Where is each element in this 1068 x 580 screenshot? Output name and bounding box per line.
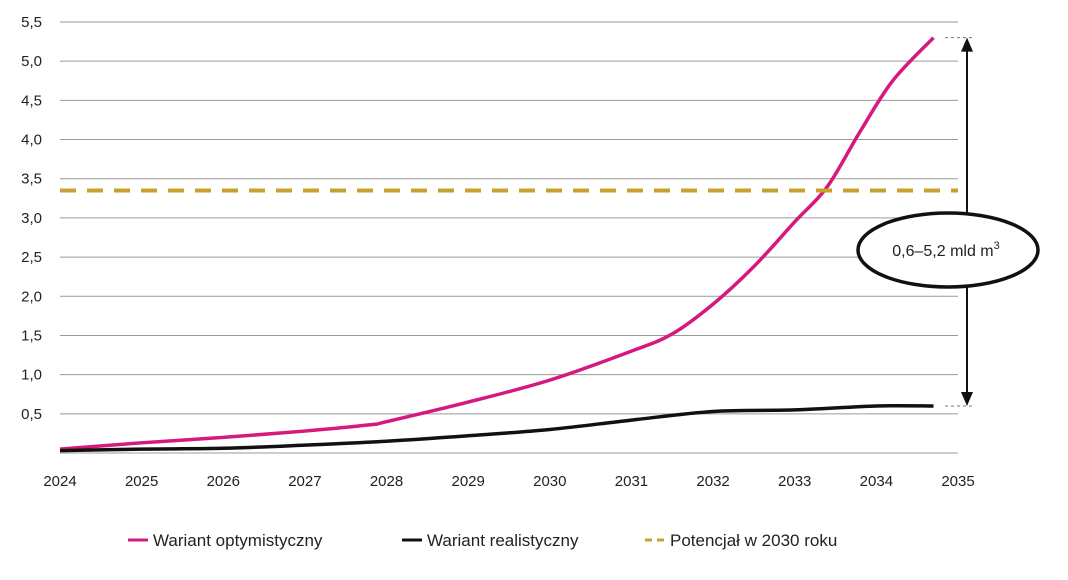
y-tick-label: 0,5 [21, 406, 42, 423]
y-tick-label: 4,5 [21, 92, 42, 109]
x-tick-label: 2027 [288, 473, 321, 490]
series-line-1 [59, 403, 934, 453]
x-tick-label: 2024 [43, 473, 76, 490]
series-line-0 [59, 36, 935, 451]
x-tick-label: 2028 [370, 473, 403, 490]
y-tick-label: 2,5 [21, 249, 42, 266]
legend-label-1: Wariant realistyczny [427, 531, 579, 550]
y-tick-label: 4,0 [21, 132, 42, 149]
y-tick-label: 1,5 [21, 327, 42, 344]
annotation-ellipse [856, 211, 1040, 289]
y-axis-ticks: 0,5 1,0 1,5 2,0 2,5 3,0 3,5 4,0 4,5 5,0 5,5 [21, 14, 42, 423]
x-tick-label: 2031 [615, 473, 648, 490]
y-tick-label: 3,0 [21, 210, 42, 227]
x-tick-label: 2025 [125, 473, 158, 490]
y-tick-label: 5,5 [21, 14, 42, 31]
annotation-label-text: 0,6–5,2 mld m [892, 243, 993, 260]
legend-label-2: Potencjał w 2030 roku [670, 531, 837, 550]
y-tick-label: 1,0 [21, 367, 42, 384]
x-axis-ticks: 2024 2025 2026 2027 2028 2029 2030 2031 2032 2033… [43, 473, 974, 490]
legend-label-0: Wariant optymistyczny [153, 531, 323, 550]
x-tick-label: 2026 [207, 473, 240, 490]
y-tick-label: 2,0 [21, 288, 42, 305]
range-arrow-head-up [961, 37, 973, 52]
x-tick-label: 2035 [941, 473, 974, 490]
y-tick-label: 5,0 [21, 53, 42, 70]
x-tick-label: 2033 [778, 473, 811, 490]
gridlines [60, 21, 958, 454]
range-arrow-head-down [961, 391, 973, 406]
x-tick-label: 2032 [696, 473, 729, 490]
series-lines [59, 36, 958, 453]
x-tick-label: 2030 [533, 473, 566, 490]
annotation-label: 0,6–5,2 mld m3 [892, 240, 1000, 260]
x-tick-label: 2034 [860, 473, 893, 490]
legend: Wariant optymistyczny Wariant realistyczn… [128, 531, 837, 550]
annotation-superscript: 3 [994, 240, 1000, 252]
y-tick-label: 3,5 [21, 171, 42, 188]
x-tick-label: 2029 [451, 473, 484, 490]
range-annotation: 0,6–5,2 mld m3 [856, 37, 1040, 407]
